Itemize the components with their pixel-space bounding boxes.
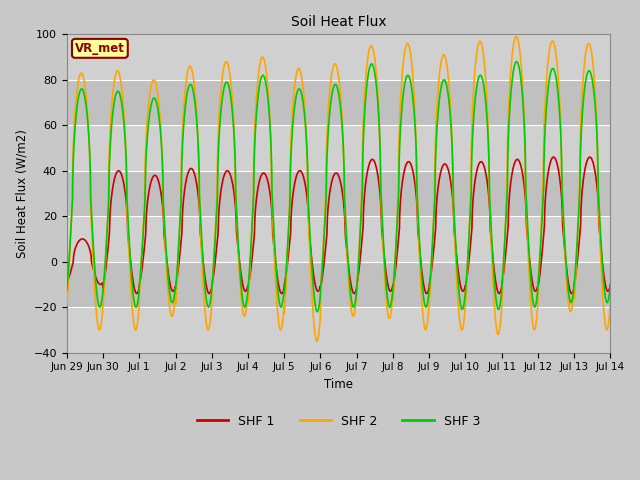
SHF 2	[355, 263, 362, 268]
SHF 3	[513, 59, 520, 64]
Line: SHF 1: SHF 1	[67, 157, 611, 293]
Bar	[67, 262, 611, 307]
SHF 3	[63, 287, 70, 293]
SHF 1	[607, 282, 614, 288]
SHF 2	[513, 34, 520, 39]
Line: SHF 3: SHF 3	[67, 61, 611, 312]
SHF 1	[550, 154, 557, 160]
SHF 3	[366, 63, 374, 69]
Bar	[67, 125, 611, 171]
Legend: SHF 1, SHF 2, SHF 3: SHF 1, SHF 2, SHF 3	[192, 410, 485, 433]
Bar	[67, 35, 611, 80]
X-axis label: Time: Time	[324, 378, 353, 391]
Text: VR_met: VR_met	[75, 42, 125, 55]
SHF 2	[313, 338, 321, 344]
Bar	[67, 80, 611, 125]
SHF 1	[568, 290, 575, 296]
SHF 2	[574, 225, 582, 230]
SHF 3	[314, 309, 321, 314]
SHF 2	[214, 129, 222, 134]
SHF 1	[355, 274, 362, 279]
Title: Soil Heat Flux: Soil Heat Flux	[291, 15, 387, 29]
Bar	[67, 307, 611, 353]
Line: SHF 2: SHF 2	[67, 36, 611, 341]
SHF 1	[497, 289, 504, 295]
SHF 2	[366, 44, 374, 49]
SHF 1	[214, 221, 222, 227]
SHF 3	[355, 263, 362, 269]
SHF 3	[607, 282, 614, 288]
SHF 1	[559, 221, 566, 227]
Bar	[67, 216, 611, 262]
SHF 1	[366, 159, 374, 165]
SHF 2	[607, 300, 614, 305]
Y-axis label: Soil Heat Flux (W/m2): Soil Heat Flux (W/m2)	[15, 129, 28, 258]
SHF 3	[497, 298, 504, 304]
SHF 2	[63, 302, 70, 308]
SHF 2	[559, 204, 566, 210]
Bar	[67, 171, 611, 216]
SHF 3	[574, 224, 582, 229]
SHF 3	[559, 203, 566, 208]
SHF 1	[574, 252, 582, 258]
SHF 2	[497, 317, 504, 323]
SHF 3	[214, 149, 222, 155]
SHF 1	[63, 279, 70, 285]
